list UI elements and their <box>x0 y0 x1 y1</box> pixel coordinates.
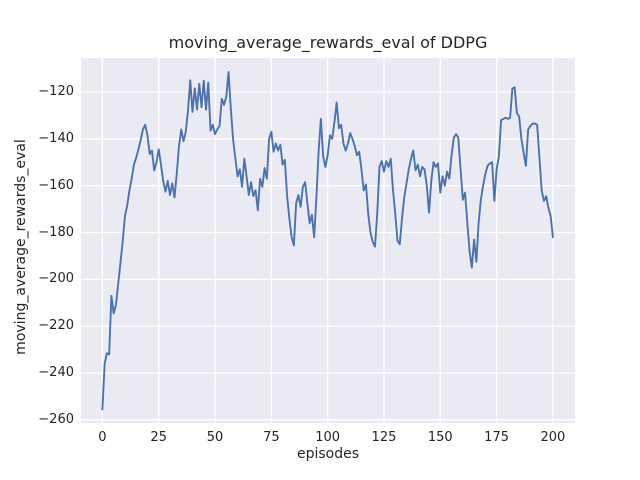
y-tick-label: −180 <box>38 224 74 240</box>
y-tick-label: −220 <box>38 318 74 334</box>
x-tick-label: 150 <box>427 430 453 445</box>
x-tick-label: 100 <box>315 430 341 445</box>
y-tick-label: −260 <box>38 411 74 427</box>
x-axis-label: episodes <box>296 446 360 462</box>
y-axis-label: moving_average_rewards_eval <box>13 139 29 355</box>
y-tick-label: −200 <box>38 271 74 287</box>
y-tick-label: −120 <box>38 83 74 99</box>
y-tick-label: −160 <box>38 177 74 193</box>
y-tick-label: −240 <box>38 365 74 381</box>
x-tick-label: 175 <box>484 430 509 445</box>
x-tick-label: 75 <box>263 430 280 445</box>
x-tick-label: 0 <box>98 430 107 445</box>
x-tick-label: 25 <box>150 430 167 445</box>
chart-title: moving_average_rewards_eval of DDPG <box>168 33 488 52</box>
x-tick-label: 50 <box>206 430 224 445</box>
data-line <box>101 71 554 411</box>
y-tick-label: −140 <box>38 130 74 146</box>
x-tick-label: 200 <box>540 430 566 445</box>
x-tick-label: 125 <box>371 430 397 445</box>
